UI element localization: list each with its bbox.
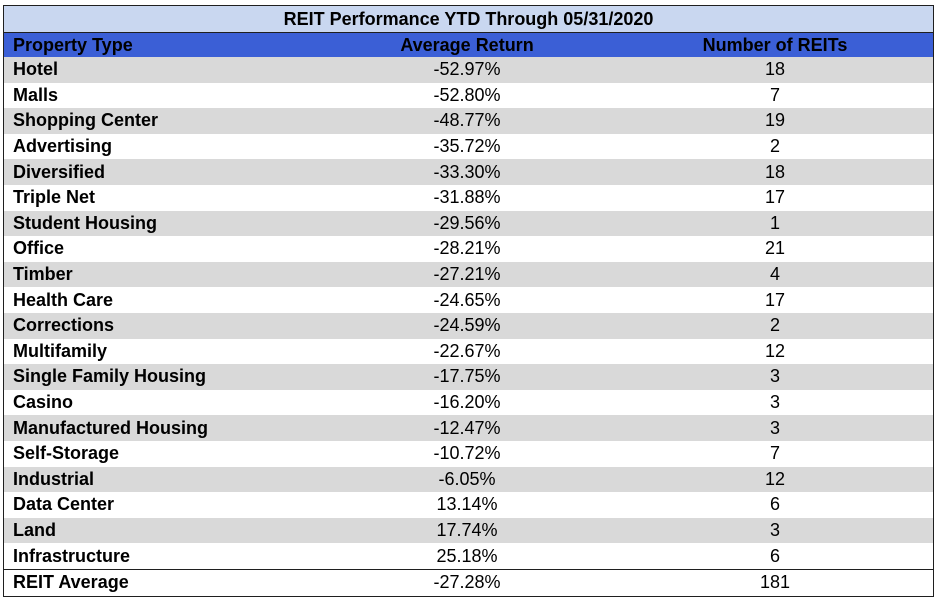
average-return-cell: -17.75% — [317, 364, 617, 390]
average-return-cell: -33.30% — [317, 159, 617, 185]
property-type-cell: Casino — [13, 392, 74, 413]
property-type-cell: Student Housing — [4, 210, 317, 237]
number-of-reits-cell: 3 — [617, 364, 933, 390]
property-type-cell: Health Care — [13, 289, 114, 310]
total-number-of-reits: 181 — [617, 568, 933, 596]
average-return-cell: 17.74% — [317, 517, 617, 544]
property-type-cell: Shopping Center — [4, 108, 317, 134]
table-row: Infrastructure 25.18% 6 — [4, 543, 933, 569]
property-type-cell: Corrections — [4, 312, 317, 339]
average-return-cell: -16.20% — [433, 392, 501, 413]
header-row: Property Type Average Return Number of R… — [4, 33, 933, 57]
table-row: Advertising -35.72% 2 — [4, 134, 933, 160]
total-row: REIT Average -27.28% 181 — [4, 568, 933, 596]
property-type-cell: Single Family Housing — [4, 364, 317, 390]
property-type-cell: Malls — [13, 84, 59, 105]
average-return-cell: -24.59% — [317, 312, 617, 339]
table-row: Hotel -52.97% 18 — [4, 57, 933, 83]
column-header-number-of-reits: Number of REITs — [617, 33, 933, 57]
average-return-cell: -27.21% — [317, 261, 617, 288]
number-of-reits-cell: 12 — [764, 340, 786, 361]
table-body: Hotel -52.97% 18 Malls -52.80% 7 Shopping Cent… — [4, 57, 933, 569]
number-of-reits-cell: 3 — [769, 392, 780, 413]
number-of-reits-cell: 18 — [617, 57, 933, 83]
property-type-cell: Hotel — [4, 57, 317, 83]
average-return-cell: -31.88% — [433, 187, 501, 208]
column-header-property-type: Property Type — [4, 33, 317, 57]
total-label: REIT Average — [4, 568, 317, 596]
average-return-cell: -22.67% — [433, 340, 501, 361]
number-of-reits-cell: 21 — [764, 238, 786, 259]
property-type-cell: Office — [13, 238, 65, 259]
total-average-return: -27.28% — [317, 568, 617, 596]
average-return-cell: -35.72% — [433, 136, 501, 157]
number-of-reits-cell: 6 — [769, 545, 780, 566]
number-of-reits-cell: 2 — [617, 312, 933, 339]
reit-table-container: REIT Performance YTD Through 05/31/2020 … — [3, 5, 934, 597]
property-type-cell: Land — [4, 517, 317, 544]
average-return-cell: -10.72% — [433, 443, 501, 464]
property-type-cell: Timber — [4, 261, 317, 288]
table-row: Single Family Housing -17.75% 3 — [4, 364, 933, 390]
table-row: Manufactured Housing -12.47% 3 — [4, 415, 933, 441]
table-row: Health Care -24.65% 17 — [4, 287, 933, 313]
property-type-cell: Self-Storage — [13, 443, 120, 464]
property-type-cell: Diversified — [4, 159, 317, 185]
number-of-reits-cell: 17 — [764, 289, 786, 310]
property-type-cell: Infrastructure — [13, 545, 131, 566]
property-type-cell: Data Center — [13, 494, 115, 515]
reit-performance-table: Property Type Average Return Number of R… — [4, 33, 933, 596]
table-row: Diversified -33.30% 18 — [4, 159, 933, 185]
table-row: Malls -52.80% 7 — [4, 83, 933, 109]
table-row: Triple Net -31.88% 17 — [4, 185, 933, 211]
number-of-reits-cell: 3 — [617, 517, 933, 544]
number-of-reits-cell: 3 — [617, 415, 933, 441]
number-of-reits-cell: 12 — [617, 466, 933, 493]
property-type-cell: Triple Net — [13, 187, 96, 208]
number-of-reits-cell: 1 — [617, 210, 933, 237]
average-return-cell: -12.47% — [317, 415, 617, 441]
number-of-reits-cell: 19 — [617, 108, 933, 134]
number-of-reits-cell: 2 — [769, 136, 780, 157]
table-row: Industrial -6.05% 12 — [4, 466, 933, 493]
average-return-cell: -48.77% — [317, 108, 617, 134]
number-of-reits-cell: 17 — [764, 187, 786, 208]
number-of-reits-cell: 4 — [617, 261, 933, 288]
table-row: Self-Storage -10.72% 7 — [4, 441, 933, 467]
number-of-reits-cell: 7 — [769, 443, 780, 464]
average-return-cell: -52.97% — [317, 57, 617, 83]
property-type-cell: Multifamily — [13, 340, 108, 361]
column-header-average-return: Average Return — [317, 33, 617, 57]
average-return-cell: -24.65% — [433, 289, 501, 310]
average-return-cell: -52.80% — [433, 84, 501, 105]
table-row: Multifamily -22.67% 12 — [4, 339, 933, 365]
table-row: Land 17.74% 3 — [4, 517, 933, 544]
table-row: Casino -16.20% 3 — [4, 390, 933, 416]
property-type-cell: Industrial — [4, 466, 317, 493]
number-of-reits-cell: 18 — [617, 159, 933, 185]
property-type-cell: Manufactured Housing — [4, 415, 317, 441]
table-row: Office -28.21% 21 — [4, 236, 933, 262]
average-return-cell: -6.05% — [317, 466, 617, 493]
average-return-cell: -29.56% — [317, 210, 617, 237]
table-row: Shopping Center -48.77% 19 — [4, 108, 933, 134]
table-title: REIT Performance YTD Through 05/31/2020 — [4, 6, 933, 33]
average-return-cell: 25.18% — [436, 545, 498, 566]
table-row: Timber -27.21% 4 — [4, 261, 933, 288]
table-row: Corrections -24.59% 2 — [4, 312, 933, 339]
number-of-reits-cell: 6 — [769, 494, 780, 515]
average-return-cell: -28.21% — [433, 238, 501, 259]
table-row: Student Housing -29.56% 1 — [4, 210, 933, 237]
number-of-reits-cell: 7 — [769, 84, 780, 105]
table-row: Data Center 13.14% 6 — [4, 492, 933, 518]
property-type-cell: Advertising — [13, 136, 113, 157]
average-return-cell: 13.14% — [436, 494, 498, 515]
